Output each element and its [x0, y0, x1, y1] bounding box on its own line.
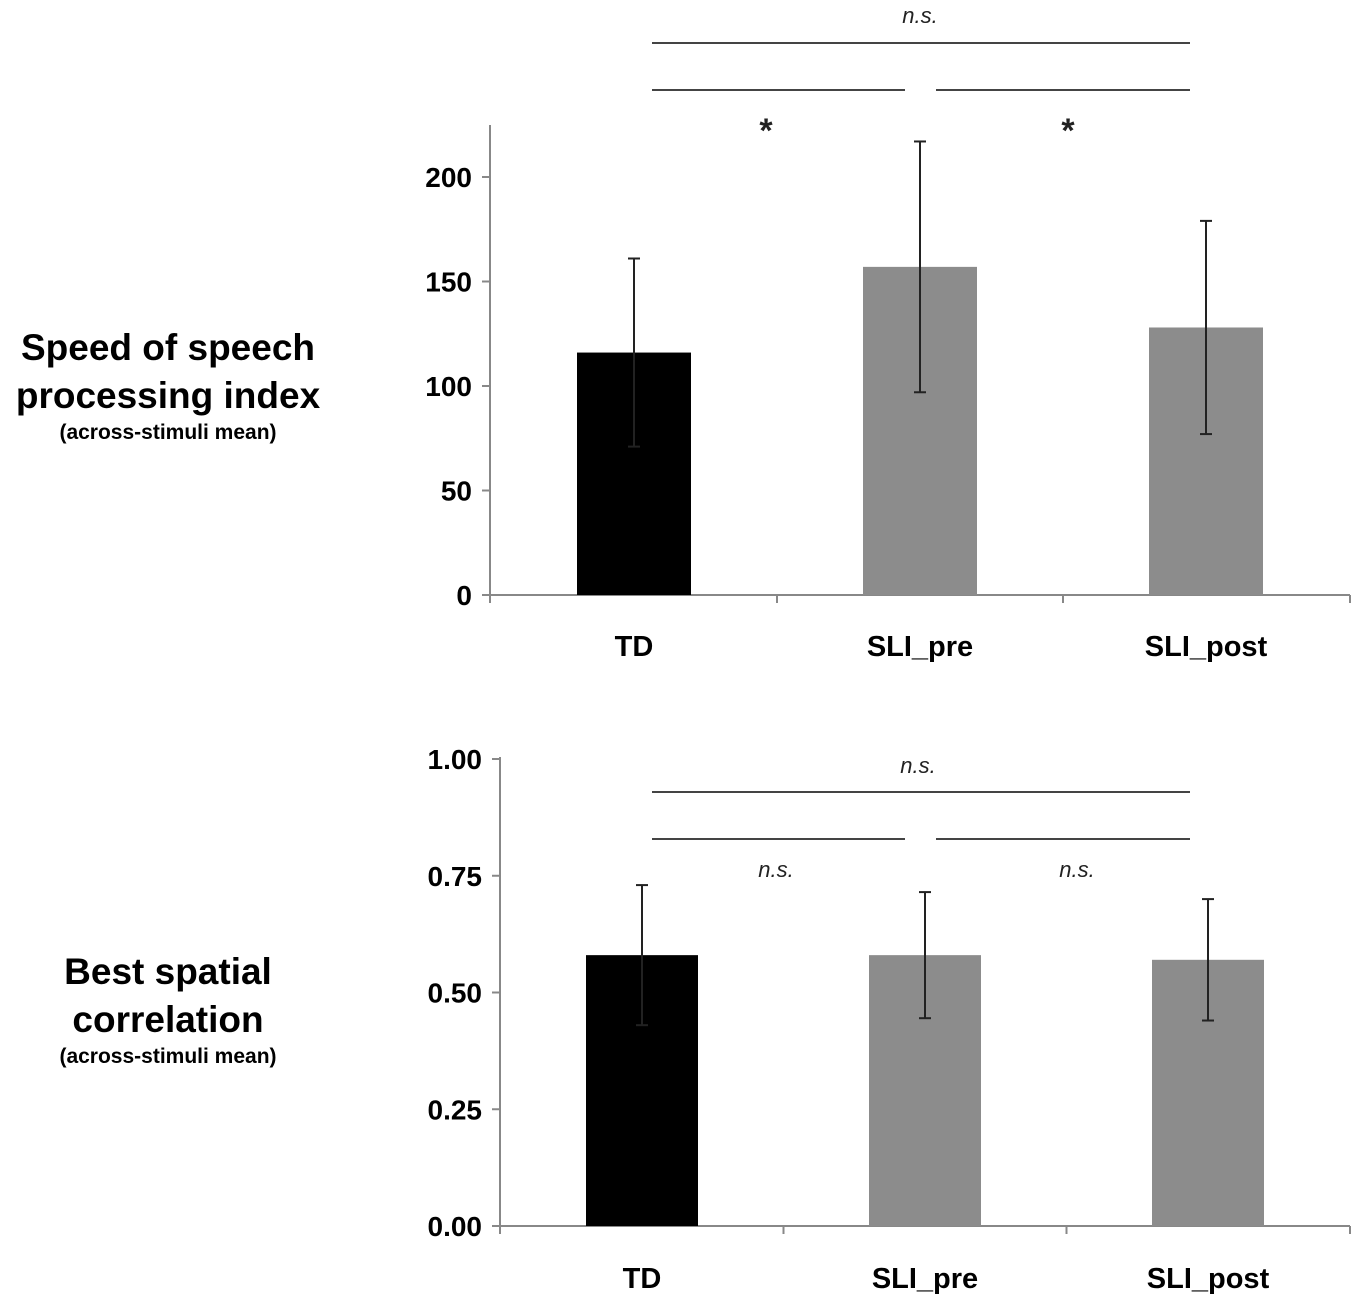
x-category-label: SLI_post [1145, 631, 1268, 663]
chart-1: 0 50 100 150 200 TD SLI_pre SLI_post n.s. * * [425, 3, 1351, 663]
y-tick-label: 0.25 [428, 1094, 483, 1125]
y-tick-label: 1.00 [428, 744, 483, 775]
x-category-label: SLI_pre [872, 1263, 978, 1295]
chart2-ylabel: Best spatial correlation (across-stimuli… [0, 948, 336, 1070]
y-tick-label: 0.75 [428, 861, 483, 892]
chart2-ylabel-note: (across-stimuli mean) [59, 1045, 277, 1068]
chart1-ylabel-main: Speed of speech processing index [15, 327, 321, 416]
y-tick-label: 0.50 [428, 978, 483, 1009]
y-tick-label: 0 [456, 580, 472, 611]
x-category-label: TD [623, 1263, 662, 1295]
significance-label: n.s. [758, 857, 793, 882]
y-tick-label: 150 [425, 267, 472, 298]
chart-2: 0.00 0.25 0.50 0.75 1.00 TD SLI_pre SLI_post n.s… [428, 744, 1351, 1295]
x-category-label: SLI_pre [867, 631, 973, 663]
significance-label: n.s. [902, 3, 937, 28]
chart1-ylabel: Speed of speech processing index (across… [0, 324, 336, 446]
y-tick-label: 0.00 [428, 1211, 483, 1242]
y-tick-label: 50 [441, 476, 472, 507]
chart1-ylabel-note: (across-stimuli mean) [59, 421, 277, 444]
x-category-label: TD [615, 631, 654, 663]
significance-label: n.s. [1059, 857, 1094, 882]
y-tick-label: 100 [425, 371, 472, 402]
significance-label: * [1061, 112, 1075, 150]
significance-label: * [759, 112, 773, 150]
chart2-ylabel-main: Best spatial correlation [64, 951, 272, 1040]
significance-label: n.s. [900, 753, 935, 778]
y-tick-label: 200 [425, 162, 472, 193]
x-category-label: SLI_post [1147, 1263, 1270, 1295]
